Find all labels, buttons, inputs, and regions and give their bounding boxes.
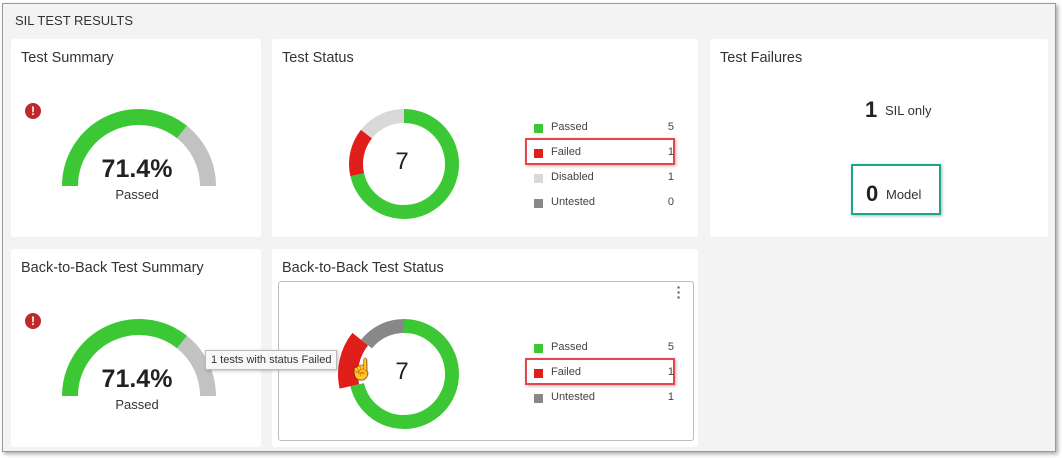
card-title: Back-to-Back Test Status xyxy=(282,260,444,276)
legend-value: 1 xyxy=(667,171,674,183)
sil-only-label: SIL only xyxy=(885,103,932,118)
card-title: Test Status xyxy=(282,50,354,66)
passed-percent: 71.4% xyxy=(101,155,173,183)
legend-item-passed[interactable]: Passed 5 xyxy=(534,341,674,357)
legend-value: 5 xyxy=(667,121,674,133)
error-icon: ! xyxy=(25,313,41,329)
passed-label: Passed xyxy=(115,187,159,202)
total-count: 7 xyxy=(395,148,409,175)
passed-label: Passed xyxy=(115,397,159,412)
legend-label: Untested xyxy=(551,196,596,208)
b2b-status-donut xyxy=(338,319,459,429)
legend-swatch xyxy=(534,369,543,378)
donut-segment-passed[interactable] xyxy=(350,319,459,429)
hand-cursor-icon: ☝ xyxy=(349,359,374,381)
legend-value: 1 xyxy=(667,146,674,158)
more-options-icon[interactable]: · · · xyxy=(676,279,682,305)
donut-segment-disabled[interactable] xyxy=(361,109,405,139)
model-highlight xyxy=(851,164,941,215)
status-donut xyxy=(349,109,459,219)
legend-item-failed[interactable]: Failed 1 xyxy=(534,146,674,162)
failed-highlight xyxy=(525,138,675,165)
legend-swatch xyxy=(534,174,543,183)
legend-label: Disabled xyxy=(551,171,594,183)
legend-swatch xyxy=(534,394,543,403)
sil-test-results-panel: SIL TEST RESULTS Test Summary ! 71.4% Pa… xyxy=(2,3,1056,452)
tooltip: 1 tests with status Failed xyxy=(205,350,338,370)
legend-value: 1 xyxy=(667,366,674,378)
legend-item-untested[interactable]: Untested 1 xyxy=(534,391,674,407)
model-label: Model xyxy=(886,187,922,202)
gauge-passed-arc xyxy=(62,109,187,187)
legend-label: Failed xyxy=(551,366,581,378)
legend-swatch xyxy=(534,124,543,133)
donut-segment-failed[interactable] xyxy=(349,129,373,177)
card-title: Back-to-Back Test Summary xyxy=(21,260,204,276)
test-failures-card: Test Failures 1 SIL only 0 Model xyxy=(710,39,1048,237)
model-count[interactable]: 0 xyxy=(866,181,879,206)
total-count: 7 xyxy=(395,358,409,385)
gauge-remaining-arc xyxy=(176,335,216,397)
legend-item-untested[interactable]: Untested 0 xyxy=(534,196,674,212)
b2b-summary-card: Back-to-Back Test Summary ! 71.4% Passed xyxy=(11,249,261,447)
donut-segment-untested[interactable] xyxy=(361,319,405,349)
legend-item-passed[interactable]: Passed 5 xyxy=(534,121,674,137)
legend-item-failed[interactable]: Failed 1 xyxy=(534,366,674,382)
b2b-summary-gauge xyxy=(62,319,216,397)
gauge-passed-arc xyxy=(62,319,187,397)
gauge-remaining-arc xyxy=(176,125,216,187)
error-icon: ! xyxy=(25,103,41,119)
legend-label: Failed xyxy=(551,146,581,158)
legend-label: Passed xyxy=(551,341,588,353)
passed-percent: 71.4% xyxy=(101,365,173,393)
panel-title: SIL TEST RESULTS xyxy=(15,13,134,28)
donut-segment-passed[interactable] xyxy=(350,109,459,219)
b2b-status-card: Back-to-Back Test Status · · · 7 Passed 5 Fa… xyxy=(205,249,698,447)
legend-item-disabled[interactable]: Disabled 1 xyxy=(534,171,674,187)
legend-label: Passed xyxy=(551,121,588,133)
donut-segment-failed[interactable] xyxy=(338,332,369,389)
legend-swatch xyxy=(534,344,543,353)
legend-value: 5 xyxy=(667,341,674,353)
sil-only-count[interactable]: 1 xyxy=(865,97,878,122)
test-summary-card: Test Summary ! 71.4% Passed xyxy=(11,39,261,237)
legend-label: Untested xyxy=(551,391,596,403)
legend-value: 1 xyxy=(667,391,674,403)
legend-swatch xyxy=(534,199,543,208)
legend-swatch xyxy=(534,149,543,158)
failed-highlight xyxy=(525,358,675,385)
test-status-card: Test Status 7 Passed 5 Failed 1 Disabled 1 Unt… xyxy=(272,39,698,237)
card-title: Test Failures xyxy=(720,50,803,66)
summary-gauge xyxy=(62,109,216,187)
card-title: Test Summary xyxy=(21,50,114,66)
legend-value: 0 xyxy=(667,196,674,208)
